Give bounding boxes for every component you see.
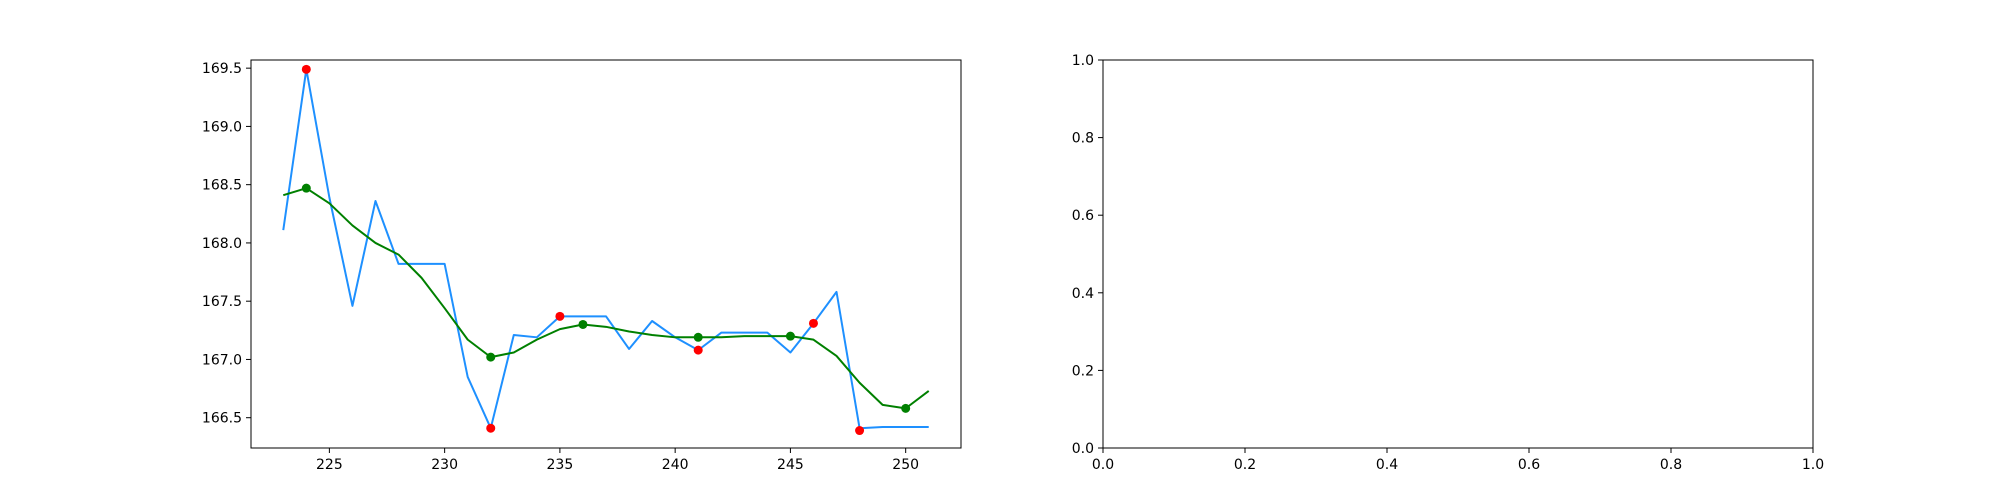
chart-left-axes: 225 230 235 240 245 250 166.5 167.0 167.5 168.0 16… <box>202 59 962 473</box>
y-tick-label: 169.0 <box>202 119 242 135</box>
y-tick-label: 1.0 <box>1072 53 1094 69</box>
y-tick-label: 169.5 <box>202 61 242 77</box>
x-tick-label: 230 <box>431 457 458 473</box>
y-tick-label: 0.0 <box>1072 441 1094 457</box>
y-tick-label: 0.4 <box>1072 286 1094 302</box>
x-tick-label: 235 <box>547 457 574 473</box>
x-tick-label: 0.4 <box>1376 457 1398 473</box>
scatter-point-3-4 <box>785 331 795 341</box>
scatter-point-2-0 <box>301 64 311 74</box>
x-tick-label: 240 <box>662 457 689 473</box>
x-tick-label: 0.2 <box>1234 457 1256 473</box>
scatter-point-3-3 <box>693 332 703 342</box>
scatter-point-3-0 <box>301 183 311 193</box>
scatter-point-3-2 <box>578 319 588 329</box>
scatter-point-3-5 <box>901 403 911 413</box>
y-tick-label: 0.2 <box>1072 363 1094 379</box>
scatter-point-2-2 <box>555 311 565 321</box>
x-tick-label: 225 <box>316 457 343 473</box>
scatter-point-3-1 <box>486 352 496 362</box>
y-tick-label: 0.8 <box>1072 131 1094 147</box>
x-tick-label: 245 <box>777 457 804 473</box>
y-tick-label: 0.6 <box>1072 208 1094 224</box>
series-line-0 <box>282 68 929 430</box>
scatter-point-2-3 <box>693 345 703 355</box>
y-tick-label: 168.0 <box>202 236 242 252</box>
y-tick-label: 167.0 <box>202 352 242 368</box>
scatter-point-2-5 <box>855 426 865 436</box>
series-line-1 <box>282 187 930 410</box>
x-tick-label: 0.6 <box>1518 457 1540 473</box>
x-tick-label: 0.8 <box>1660 457 1682 473</box>
y-tick-label: 168.5 <box>202 178 242 194</box>
x-tick-label: 250 <box>892 457 919 473</box>
y-tick-label: 166.5 <box>202 411 242 427</box>
chart-right-axes: 0.0 0.2 0.4 0.6 0.8 1.0 0.0 0.2 0.4 0.6 0.8 1.0 <box>1072 53 1824 473</box>
x-tick-label: 1.0 <box>1802 457 1824 473</box>
scatter-point-2-1 <box>486 423 496 433</box>
axes-frame <box>1102 59 1814 449</box>
x-tick-label: 0.0 <box>1092 457 1114 473</box>
scatter-point-2-4 <box>808 318 818 328</box>
axes-frame <box>250 59 962 449</box>
y-tick-label: 167.5 <box>202 294 242 310</box>
